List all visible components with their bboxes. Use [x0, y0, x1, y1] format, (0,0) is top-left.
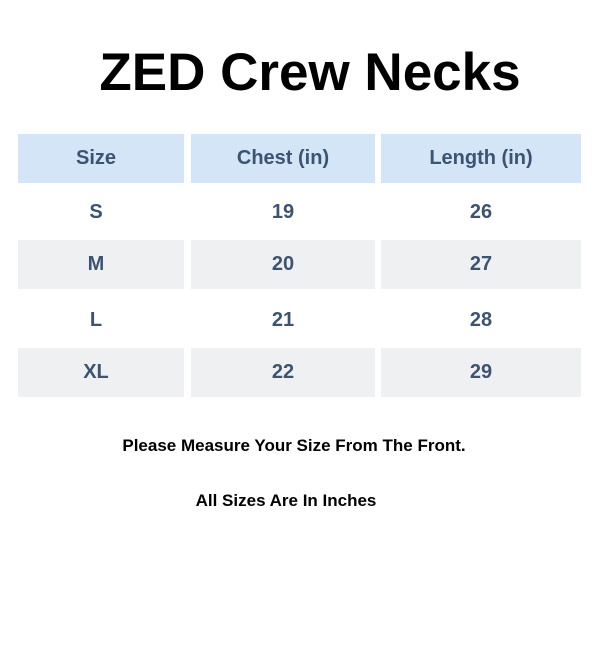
header-cell: Size [18, 134, 184, 183]
units-note: All Sizes Are In Inches [195, 491, 377, 510]
table-cell: 29 [381, 348, 581, 397]
table-cell: M [18, 240, 184, 289]
table-cell: L [89, 308, 103, 331]
table-cell: XL [18, 348, 184, 397]
table-cell: 26 [469, 200, 493, 223]
header-cell: Length (in) [381, 134, 581, 183]
table-cell: 21 [271, 308, 295, 331]
table-cell: 20 [191, 240, 375, 289]
header-cell: Chest (in) [191, 134, 375, 183]
table-cell: S [89, 200, 103, 223]
table-cell: 28 [469, 308, 493, 331]
table-cell: 22 [191, 348, 375, 397]
measure-note: Please Measure Your Size From The Front. [122, 436, 466, 455]
page-title: ZED Crew Necks [99, 43, 521, 102]
table-cell: 19 [271, 200, 295, 223]
table-cell: 27 [381, 240, 581, 289]
